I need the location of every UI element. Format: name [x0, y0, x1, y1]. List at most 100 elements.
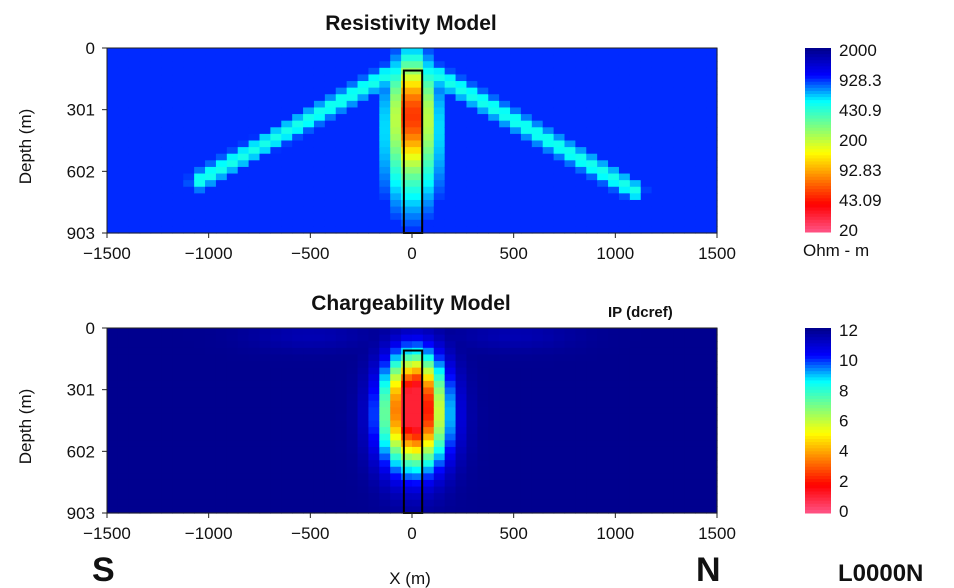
heatmap-cell — [346, 120, 359, 128]
colorbar-step — [805, 112, 831, 116]
heatmap-cell — [597, 387, 609, 395]
heatmap-cell — [542, 74, 555, 82]
heatmap-cell — [368, 180, 380, 188]
heatmap-cell — [379, 186, 391, 194]
heatmap-cell — [368, 213, 380, 221]
heatmap-cell — [390, 67, 402, 76]
heatmap-cell — [194, 460, 206, 468]
heatmap-cell — [379, 114, 391, 122]
heatmap-cell — [706, 226, 718, 234]
heatmap-cell — [455, 400, 468, 408]
heatmap-cell — [488, 427, 500, 435]
heatmap-cell — [150, 173, 163, 181]
heatmap-cell — [292, 347, 304, 356]
heatmap-cell — [542, 506, 555, 514]
heatmap-cell — [379, 166, 391, 175]
heatmap-cell — [390, 499, 402, 507]
heatmap-cell — [412, 226, 424, 234]
heatmap-cell — [651, 226, 664, 234]
heatmap-cell — [335, 67, 348, 76]
heatmap-cell — [575, 367, 587, 375]
heatmap-cell — [183, 400, 195, 408]
heatmap-cell — [455, 87, 468, 95]
heatmap-cell — [346, 407, 359, 415]
heatmap-cell — [150, 341, 163, 349]
heatmap-cell — [684, 394, 696, 402]
heatmap-cell — [695, 87, 707, 95]
heatmap-cell — [651, 499, 664, 507]
heatmap-cell — [575, 328, 587, 336]
heatmap-cell — [248, 354, 261, 362]
heatmap-cell — [597, 180, 609, 188]
heatmap-cell — [706, 420, 718, 428]
heatmap-cell — [346, 354, 359, 362]
heatmap-cell — [597, 107, 609, 115]
colorbar-step — [805, 204, 831, 208]
heatmap-cell — [226, 506, 239, 514]
heatmap-cell — [477, 420, 489, 428]
heatmap-cell — [433, 120, 446, 128]
heatmap-cell — [444, 446, 457, 455]
heatmap-cell — [303, 413, 315, 422]
heatmap-cell — [313, 486, 326, 494]
heatmap-cell — [107, 186, 119, 194]
heatmap-cell — [172, 94, 184, 102]
heatmap-cell — [488, 347, 500, 356]
heatmap-cell — [117, 466, 130, 474]
heatmap-cell — [499, 166, 511, 175]
heatmap-cell — [401, 199, 413, 208]
heatmap-cell — [412, 420, 424, 428]
heatmap-cell — [433, 173, 446, 181]
colorbar-step — [805, 195, 831, 199]
colorbar-step — [805, 63, 831, 67]
heatmap-cell — [662, 400, 675, 408]
heatmap-cell — [379, 400, 391, 408]
heatmap-cell — [292, 493, 304, 501]
heatmap-cell — [542, 486, 555, 494]
heatmap-cell — [433, 460, 446, 468]
heatmap-cell — [390, 180, 402, 188]
heatmap-cell — [412, 160, 424, 168]
heatmap-cell — [248, 453, 261, 461]
heatmap-cell — [128, 81, 141, 89]
heatmap-cell — [510, 180, 522, 188]
heatmap-cell — [226, 48, 239, 56]
heatmap-cell — [673, 213, 685, 221]
heatmap-cell — [128, 460, 141, 468]
heatmap-cell — [194, 453, 206, 461]
heatmap-cell — [608, 48, 620, 56]
heatmap-cell — [629, 173, 642, 181]
heatmap-cell — [194, 334, 206, 342]
heatmap-cell — [150, 219, 163, 227]
heatmap-cell — [542, 433, 555, 441]
heatmap-cell — [586, 420, 598, 428]
heatmap-cell — [510, 354, 522, 362]
heatmap-cell — [520, 440, 533, 448]
heatmap-cell — [466, 479, 478, 488]
heatmap-cell — [597, 199, 609, 208]
heatmap-cell — [564, 186, 576, 194]
heatmap-cell — [215, 427, 228, 435]
heatmap-cell — [586, 226, 598, 234]
heatmap-cell — [629, 453, 642, 461]
heatmap-cell — [618, 453, 631, 461]
heatmap-cell — [662, 114, 675, 122]
heatmap-cell — [194, 206, 206, 214]
heatmap-cell — [205, 140, 217, 148]
heatmap-cell — [564, 87, 576, 95]
heatmap-cell — [368, 499, 380, 507]
heatmap-cell — [510, 147, 522, 155]
heatmap-cell — [368, 453, 380, 461]
heatmap-cell — [303, 466, 315, 474]
heatmap-cell — [597, 94, 609, 102]
heatmap-cell — [248, 460, 261, 468]
heatmap-cell — [117, 186, 130, 194]
heatmap-cell — [466, 206, 478, 214]
heatmap-cell — [401, 160, 413, 168]
heatmap-cell — [150, 166, 163, 175]
heatmap-cell — [226, 94, 239, 102]
heatmap-cell — [161, 94, 173, 102]
heatmap-cell — [324, 81, 337, 89]
heatmap-cell — [161, 334, 173, 342]
heatmap-cell — [270, 334, 282, 342]
